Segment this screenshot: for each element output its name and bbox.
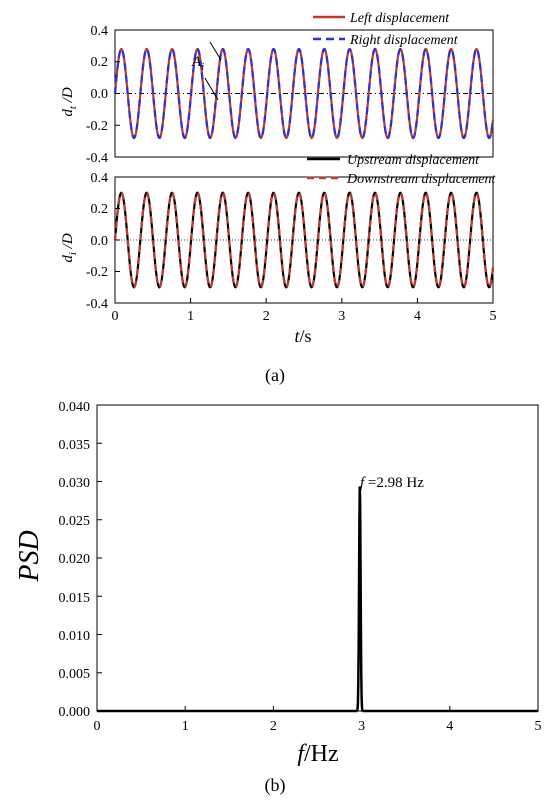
b-ytick-label: 0.005 — [59, 667, 91, 682]
panel-b-x-ticks: 0 1 2 3 4 5 — [94, 706, 542, 734]
b-ytick-label: 0.035 — [59, 438, 91, 453]
legend-label-right: Right displacement — [349, 33, 459, 48]
xtick-label: 3 — [338, 309, 345, 324]
b-ytick-label: 0.000 — [59, 705, 91, 720]
subplot-bottom-legend: Upstream displacement Downstream displac… — [307, 153, 497, 187]
subplot-bottom-ylabel: di /D — [60, 233, 79, 262]
b-xtick-label: 2 — [270, 719, 277, 734]
bottom-ytick-label: 0.0 — [91, 234, 109, 249]
b-xtick-label: 5 — [535, 719, 542, 734]
bottom-ytick-label: 0.2 — [91, 202, 109, 217]
amplitude-arrow — [204, 77, 219, 101]
b-ytick-label: 0.015 — [59, 591, 91, 606]
b-ytick-label: 0.025 — [59, 514, 91, 529]
xtick-label: 5 — [490, 309, 497, 324]
b-ytick-label: 0.040 — [59, 400, 91, 415]
panel-a-caption: (a) — [265, 365, 285, 386]
b-ytick-label: 0.030 — [59, 476, 91, 491]
legend-label-downstream: Downstream displacement — [346, 172, 497, 187]
subplot-top-y-ticks: 0.4 0.2 0.0 -0.2 -0.4 — [86, 24, 120, 166]
series-line-2 — [113, 47, 495, 140]
legend-label-left: Left displacement — [349, 11, 450, 26]
panel-b-frame — [96, 404, 539, 712]
subplot-bottom-y-ticks: 0.4 0.2 0.0 -0.2 -0.4 — [86, 171, 120, 312]
xtick-label: 0 — [112, 309, 119, 324]
series-line-2 — [113, 191, 495, 289]
b-ytick-label: 0.020 — [59, 552, 91, 567]
xtick-label: 1 — [187, 309, 194, 324]
subplot-bottom-series — [113, 191, 495, 289]
bottom-ytick-label: -0.4 — [86, 297, 108, 312]
psd-series-line — [97, 486, 538, 713]
panel-b-caption: (b) — [265, 775, 286, 796]
b-xtick-label: 1 — [182, 719, 189, 734]
subplot-top-legend: Left displacement Right displacement — [313, 11, 459, 48]
panel-b-ylabel: PSD — [14, 530, 45, 582]
panel-a-xlabel: t/s — [294, 326, 311, 346]
b-ytick-label: 0.010 — [59, 629, 91, 644]
b-xtick-label: 0 — [94, 719, 101, 734]
xtick-label: 4 — [414, 309, 421, 324]
legend-label-upstream: Upstream displacement — [347, 153, 480, 168]
b-xtick-label: 4 — [446, 719, 453, 734]
top-ytick-label: 0.0 — [91, 87, 109, 102]
subplot-top-ylabel: dt /D — [60, 87, 79, 116]
amplitude-label: Ai — [191, 54, 204, 73]
subplot-top-series — [113, 47, 495, 140]
subplot-bottom: 0.4 0.2 0.0 -0.2 -0.4 0 1 2 3 4 5 di /D — [60, 153, 497, 346]
top-ytick-label: 0.4 — [91, 24, 109, 39]
bottom-ytick-label: -0.2 — [86, 265, 108, 280]
bottom-ytick-label: 0.4 — [91, 171, 109, 186]
xtick-label: 2 — [263, 309, 270, 324]
amplitude-annotation: Ai — [191, 41, 222, 101]
top-ytick-label: 0.2 — [91, 55, 109, 70]
peak-annotation: f =2.98 Hz — [360, 475, 424, 491]
panel-b-y-ticks: 0.040 0.035 0.030 0.025 0.020 0.015 0.01… — [59, 400, 102, 720]
top-ytick-label: -0.2 — [86, 119, 108, 134]
top-ytick-label: -0.4 — [86, 151, 108, 166]
b-xtick-label: 3 — [358, 719, 365, 734]
subplot-bottom-x-ticks: 0 1 2 3 4 5 — [112, 298, 497, 324]
panel-b: 0.040 0.035 0.030 0.025 0.020 0.015 0.01… — [14, 400, 542, 767]
amplitude-arrow — [209, 41, 222, 61]
subplot-top: 0.4 0.2 0.0 -0.2 -0.4 dt /D Left displac… — [60, 11, 495, 166]
panel-b-xlabel: f/Hz — [297, 741, 338, 767]
